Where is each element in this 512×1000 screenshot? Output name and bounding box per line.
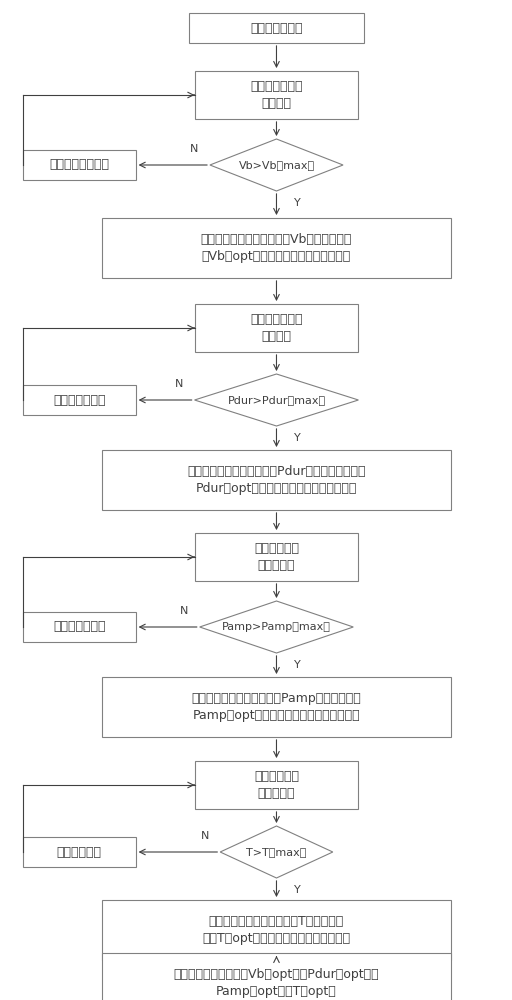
Text: 主控单元采集
单光子数据: 主控单元采集 单光子数据 [254,542,299,572]
Text: N: N [190,144,199,154]
FancyBboxPatch shape [189,13,364,43]
Text: Y: Y [293,198,301,208]
Text: N: N [180,606,188,616]
Text: Pamp>Pamp（max）: Pamp>Pamp（max） [222,622,331,632]
Text: 主控单元采集
单光子数据: 主控单元采集 单光子数据 [254,770,299,800]
Text: 信噪比计算，最大值对应的Pdur为最优门脉冲宽度
Pdur（opt），并将门脉冲宽度设置为该值: 信噪比计算，最大值对应的Pdur为最优门脉冲宽度 Pdur（opt），并将门脉冲… [187,465,366,495]
FancyBboxPatch shape [102,450,451,510]
Text: Y: Y [293,660,301,670]
FancyBboxPatch shape [195,533,358,581]
Text: 优化结束，得到最优的Vb（opt）、Pdur（opt）、
Pamp（opt）、T（opt）: 优化结束，得到最优的Vb（opt）、Pdur（opt）、 Pamp（opt）、T… [174,968,379,998]
FancyBboxPatch shape [23,150,136,180]
FancyBboxPatch shape [102,900,451,960]
FancyBboxPatch shape [195,71,358,119]
Polygon shape [200,601,353,653]
Text: N: N [175,379,183,389]
Text: Vb>Vb（max）: Vb>Vb（max） [239,160,314,170]
Text: N: N [201,831,209,841]
Text: 增加门脉冲宽度: 增加门脉冲宽度 [53,393,105,406]
FancyBboxPatch shape [102,218,451,278]
FancyBboxPatch shape [23,612,136,642]
FancyBboxPatch shape [195,304,358,352]
Text: 信噪比计算，最大值对应的Pamp为最优门脉冲
Pamp（opt），并将门脉冲幅度设置为该值: 信噪比计算，最大值对应的Pamp为最优门脉冲 Pamp（opt），并将门脉冲幅度… [191,692,361,722]
FancyBboxPatch shape [102,677,451,737]
Text: T>T（max）: T>T（max） [246,847,307,857]
FancyBboxPatch shape [102,953,451,1000]
Polygon shape [220,826,333,878]
FancyBboxPatch shape [23,837,136,867]
Text: 增加工作温度: 增加工作温度 [57,846,102,858]
Text: 信噪比计算，最大值对应的Vb为最优偏置电
压Vb（opt），并将偏置电压设置为该值: 信噪比计算，最大值对应的Vb为最优偏置电 压Vb（opt），并将偏置电压设置为该… [201,233,352,263]
Text: 主控单元采集单
光子数据: 主控单元采集单 光子数据 [250,313,303,343]
Polygon shape [210,139,343,191]
Text: 信噪比计算，最大值对应的T为最优工作
温度T（opt），并将工作温度设置为该值: 信噪比计算，最大值对应的T为最优工作 温度T（opt），并将工作温度设置为该值 [202,915,351,945]
Polygon shape [195,374,358,426]
Text: 主控单元采集单
光子数据: 主控单元采集单 光子数据 [250,80,303,110]
Text: 增加门脉冲幅度: 增加门脉冲幅度 [53,620,105,634]
FancyBboxPatch shape [195,761,358,809]
Text: Y: Y [293,885,301,895]
Text: Y: Y [293,433,301,443]
Text: Pdur>Pdur（max）: Pdur>Pdur（max） [227,395,326,405]
FancyBboxPatch shape [23,385,136,415]
Text: 增加直流偏置电压: 增加直流偏置电压 [49,158,110,172]
Text: 主控单元初始化: 主控单元初始化 [250,21,303,34]
